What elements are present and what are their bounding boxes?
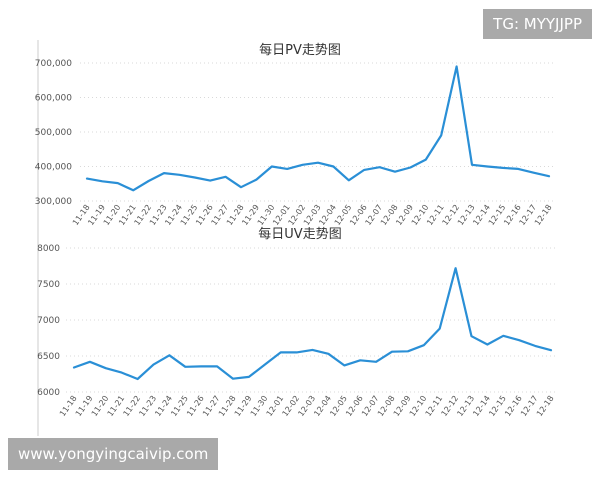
chart-1-series-line xyxy=(85,65,551,192)
chart-2-ytick-label: 7500 xyxy=(37,280,60,290)
chart-2-xtick-label: 12-18 xyxy=(535,394,556,418)
chart-2-title: 每日UV走势图 xyxy=(258,226,341,242)
chart-2-ytick-label: 6000 xyxy=(37,388,60,398)
watermark-url: www.yongyingcaivip.com xyxy=(8,438,219,470)
chart-1-ytick-label: 300,000 xyxy=(35,197,72,207)
chart-2: 每日UV走势图6000650070007500800011-1811-1911-… xyxy=(37,226,556,418)
chart-1-ytick-label: 600,000 xyxy=(35,94,72,104)
chart-1-ytick-label: 500,000 xyxy=(35,128,72,138)
chart-1-ytick-label: 700,000 xyxy=(35,59,72,69)
chart-1-title: 每日PV走势图 xyxy=(259,42,341,58)
chart-2-series-line xyxy=(72,267,553,381)
chart-1: 每日PV走势图 300,000 400,000 500,000 600,000 700,0… xyxy=(35,42,556,227)
watermark-telegram: TG: MYYJJPP xyxy=(483,9,592,39)
chart-2-ytick-label: 8000 xyxy=(37,244,60,254)
chart-2-ytick-label: 7000 xyxy=(37,316,60,326)
chart-2-ytick-label: 6500 xyxy=(37,352,60,362)
chart-1-ytick-label: 400,000 xyxy=(35,163,72,173)
